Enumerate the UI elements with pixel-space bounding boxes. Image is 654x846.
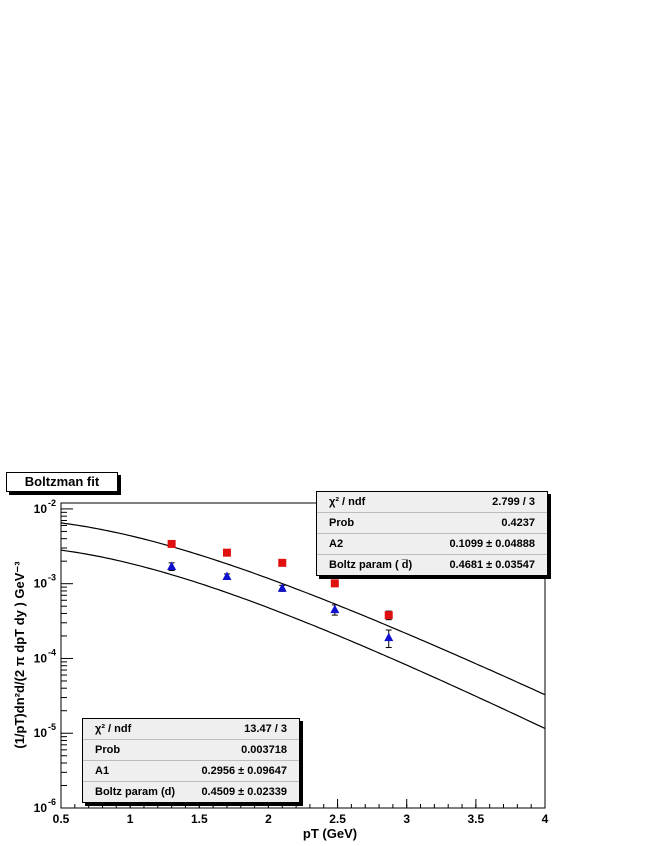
stats-label: Prob (329, 517, 355, 529)
stats-label: χ² / ndf (95, 723, 132, 735)
chart-title: Boltzman fit (6, 472, 118, 492)
y-tick-label: 10 (34, 726, 48, 740)
data-point-d (222, 571, 232, 580)
y-tick-exponent: -4 (48, 647, 56, 657)
stats-label: Boltz param ( d̅) (329, 559, 413, 571)
y-axis-label: (1/pT)dn²d/(2 π dpT dy ) GeV⁻³ (12, 561, 27, 749)
stats-row: χ² / ndf 2.799 / 3 (317, 492, 547, 512)
data-point-d (167, 561, 177, 570)
data-point-dbar (330, 579, 339, 588)
data-point-d (330, 604, 340, 614)
stats-value: 0.003718 (241, 744, 287, 756)
data-point-dbar (222, 548, 231, 557)
stats-row: Prob 0.003718 (83, 739, 299, 760)
stats-row: A1 0.2956 ± 0.09647 (83, 760, 299, 781)
plot-frame (60, 502, 546, 809)
stats-value: 0.1099 ± 0.04888 (449, 538, 535, 550)
x-tick-label: 2.5 (329, 812, 346, 826)
data-point-dbar (384, 611, 393, 620)
y-tick-label: 10 (34, 801, 48, 815)
stats-label: A2 (329, 538, 344, 550)
stats-value: 0.4509 ± 0.02339 (201, 786, 287, 798)
stats-row: A2 0.1099 ± 0.04888 (317, 533, 547, 554)
x-tick-label: 0.5 (53, 812, 70, 826)
stats-value: 0.2956 ± 0.09647 (201, 765, 287, 777)
stats-value: 2.799 / 3 (492, 496, 535, 508)
stats-label: Boltz param (d) (95, 786, 176, 798)
fit-curve (60, 549, 546, 730)
stats-label: A1 (95, 765, 110, 777)
x-tick-label: 3.5 (468, 812, 485, 826)
data-point-dbar (167, 539, 176, 548)
stats-label: Prob (95, 744, 121, 756)
x-tick-label: 1.5 (191, 812, 208, 826)
stats-row: Boltz param ( d̅) 0.4681 ± 0.03547 (317, 554, 547, 575)
stats-row: χ² / ndf 13.47 / 3 (83, 719, 299, 739)
stats-value: 0.4681 ± 0.03547 (449, 559, 535, 571)
y-tick-exponent: -6 (48, 797, 56, 807)
stats-value: 0.4237 (501, 517, 535, 529)
x-axis-label: pT (GeV) (303, 826, 357, 841)
y-tick-label: 10 (34, 651, 48, 665)
stats-value: 13.47 / 3 (244, 723, 287, 735)
x-tick-label: 2 (265, 812, 272, 826)
fit-stats-box-d: χ² / ndf 13.47 / 3 Prob 0.003718 A1 0.2956 ± … (82, 718, 300, 803)
stats-label: χ² / ndf (329, 496, 366, 508)
y-tick-label: 10 (34, 502, 48, 516)
fit-stats-box-dbar: χ² / ndf 2.799 / 3 Prob 0.4237 A2 0.1099 ± 0.… (316, 491, 548, 576)
y-tick-exponent: -3 (48, 573, 56, 583)
y-tick-exponent: -5 (48, 722, 56, 732)
fit-curve (60, 522, 546, 696)
data-point-dbar (278, 558, 287, 567)
x-tick-label: 4 (542, 812, 549, 826)
data-point-d (277, 583, 287, 592)
stats-row: Boltz param (d) 0.4509 ± 0.02339 (83, 781, 299, 802)
y-tick-label: 10 (34, 577, 48, 591)
data-point-d (384, 632, 394, 642)
y-tick-exponent: -2 (48, 498, 56, 508)
stats-row: Prob 0.4237 (317, 512, 547, 533)
x-tick-label: 3 (403, 812, 410, 826)
x-tick-label: 1 (127, 812, 134, 826)
